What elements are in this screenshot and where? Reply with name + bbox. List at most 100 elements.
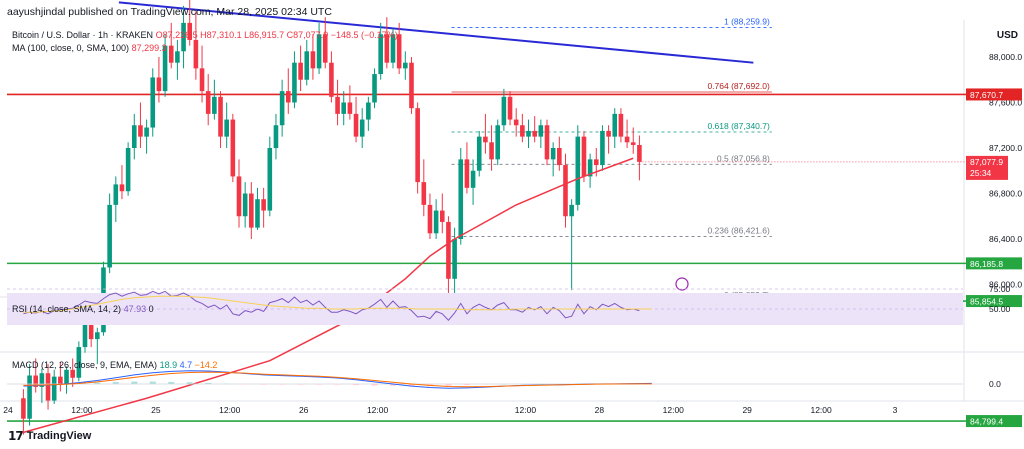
candle-body — [458, 159, 464, 239]
candle — [33, 358, 39, 393]
candle-body — [612, 113, 618, 137]
candle-body — [600, 130, 605, 166]
candle-body — [409, 62, 414, 109]
candle-body — [175, 51, 180, 63]
macd-histogram-bar — [112, 381, 119, 384]
candle — [187, 0, 193, 46]
y-tick-label: 87,600.0 — [989, 98, 1022, 108]
macd-histogram-bar — [371, 384, 378, 386]
candle-body — [236, 176, 242, 217]
x-tick-label: 12:00 — [810, 405, 832, 415]
level-price-tag — [966, 257, 1022, 270]
macd-value-2: 4.7 — [179, 360, 193, 370]
candle-body — [495, 125, 501, 160]
x-tick-label: 12:00 — [367, 405, 389, 415]
candle — [64, 366, 69, 394]
candle-body — [575, 136, 581, 205]
macd-histogram-bar — [149, 381, 156, 384]
candle — [378, 22, 383, 80]
candle — [45, 364, 51, 410]
candle-body — [45, 373, 51, 401]
macd-histogram-bar — [131, 381, 138, 384]
x-tick-label: 24 — [3, 405, 13, 415]
candle-body — [366, 102, 371, 120]
candle — [261, 187, 266, 228]
candle-body — [273, 125, 279, 148]
candle-body — [230, 119, 236, 177]
candle-body — [630, 142, 636, 145]
candle-body — [563, 165, 568, 217]
candle — [76, 341, 82, 382]
candle — [51, 369, 57, 404]
candle — [538, 119, 544, 148]
candle — [285, 68, 291, 114]
candle — [600, 125, 605, 171]
macd-label[interactable]: MACD (12, 26, close, 9, EMA, EMA) — [12, 360, 158, 370]
tv-logo-icon: 17 — [8, 429, 24, 443]
candle — [335, 79, 340, 126]
candle-body — [304, 51, 310, 80]
candle — [606, 125, 611, 154]
rsi-value: 47.93 — [123, 304, 147, 314]
candle-body — [538, 125, 544, 137]
candle-body — [513, 119, 519, 126]
candle-body — [131, 125, 137, 148]
candle-body — [224, 119, 229, 137]
candle — [513, 108, 519, 137]
candle-body — [261, 199, 266, 211]
candle-body — [618, 113, 624, 137]
symbol-label[interactable]: Bitcoin / U.S. Dollar · 1h · KRAKEN — [12, 30, 154, 40]
candle — [212, 79, 217, 120]
candle — [218, 91, 223, 148]
macd-histogram-bar — [537, 383, 544, 385]
candle — [575, 125, 581, 211]
ma-label[interactable]: MA (100, close, 0, SMA, 100) — [12, 43, 130, 53]
candle — [359, 108, 365, 148]
candle-body — [476, 136, 482, 171]
candle-body — [58, 376, 63, 385]
level-price-label: 86,185.8 — [970, 259, 1003, 269]
candle — [199, 45, 205, 103]
ma100-line — [23, 157, 634, 434]
candle — [618, 108, 624, 143]
candle-body — [359, 119, 365, 137]
candle-body — [150, 77, 156, 128]
x-tick-label: 12:00 — [71, 405, 93, 415]
candle — [458, 148, 464, 245]
candle — [630, 127, 636, 154]
candle — [464, 142, 470, 194]
candle-body — [298, 62, 303, 80]
x-tick-label: 12:00 — [663, 405, 685, 415]
candle-body — [520, 125, 525, 137]
candle — [230, 113, 236, 183]
candle — [433, 199, 439, 239]
candle — [353, 96, 359, 143]
candle-body — [82, 316, 88, 348]
candle — [279, 79, 285, 137]
candle — [322, 17, 328, 69]
macd-histogram-bar — [519, 383, 526, 385]
fib-level-label: 0.5 (87,056.8) — [717, 153, 770, 163]
x-tick-label: 29 — [742, 405, 752, 415]
rsi-legend: RSI (14, close, SMA, 14, 2) 47.93 0 — [12, 304, 154, 314]
candle — [624, 119, 630, 148]
candle-body — [162, 45, 168, 92]
candle — [421, 159, 427, 217]
candle-body — [421, 182, 427, 205]
tradingview-footer[interactable]: 17 TradingView — [8, 429, 91, 443]
candle-body — [415, 108, 420, 183]
candle-body — [464, 159, 470, 188]
candle-body — [446, 221, 451, 279]
macd-histogram-bar — [38, 384, 45, 385]
candle — [366, 96, 371, 131]
candle-body — [218, 96, 223, 137]
candle-body — [378, 34, 383, 75]
rsi-label[interactable]: RSI (14, close, SMA, 14, 2) — [12, 304, 122, 314]
candle — [150, 68, 156, 137]
candle — [125, 142, 131, 196]
candle — [95, 327, 100, 365]
replay-icon — [675, 277, 689, 291]
candle-body — [403, 62, 408, 69]
macd-histogram-bar — [279, 384, 286, 385]
